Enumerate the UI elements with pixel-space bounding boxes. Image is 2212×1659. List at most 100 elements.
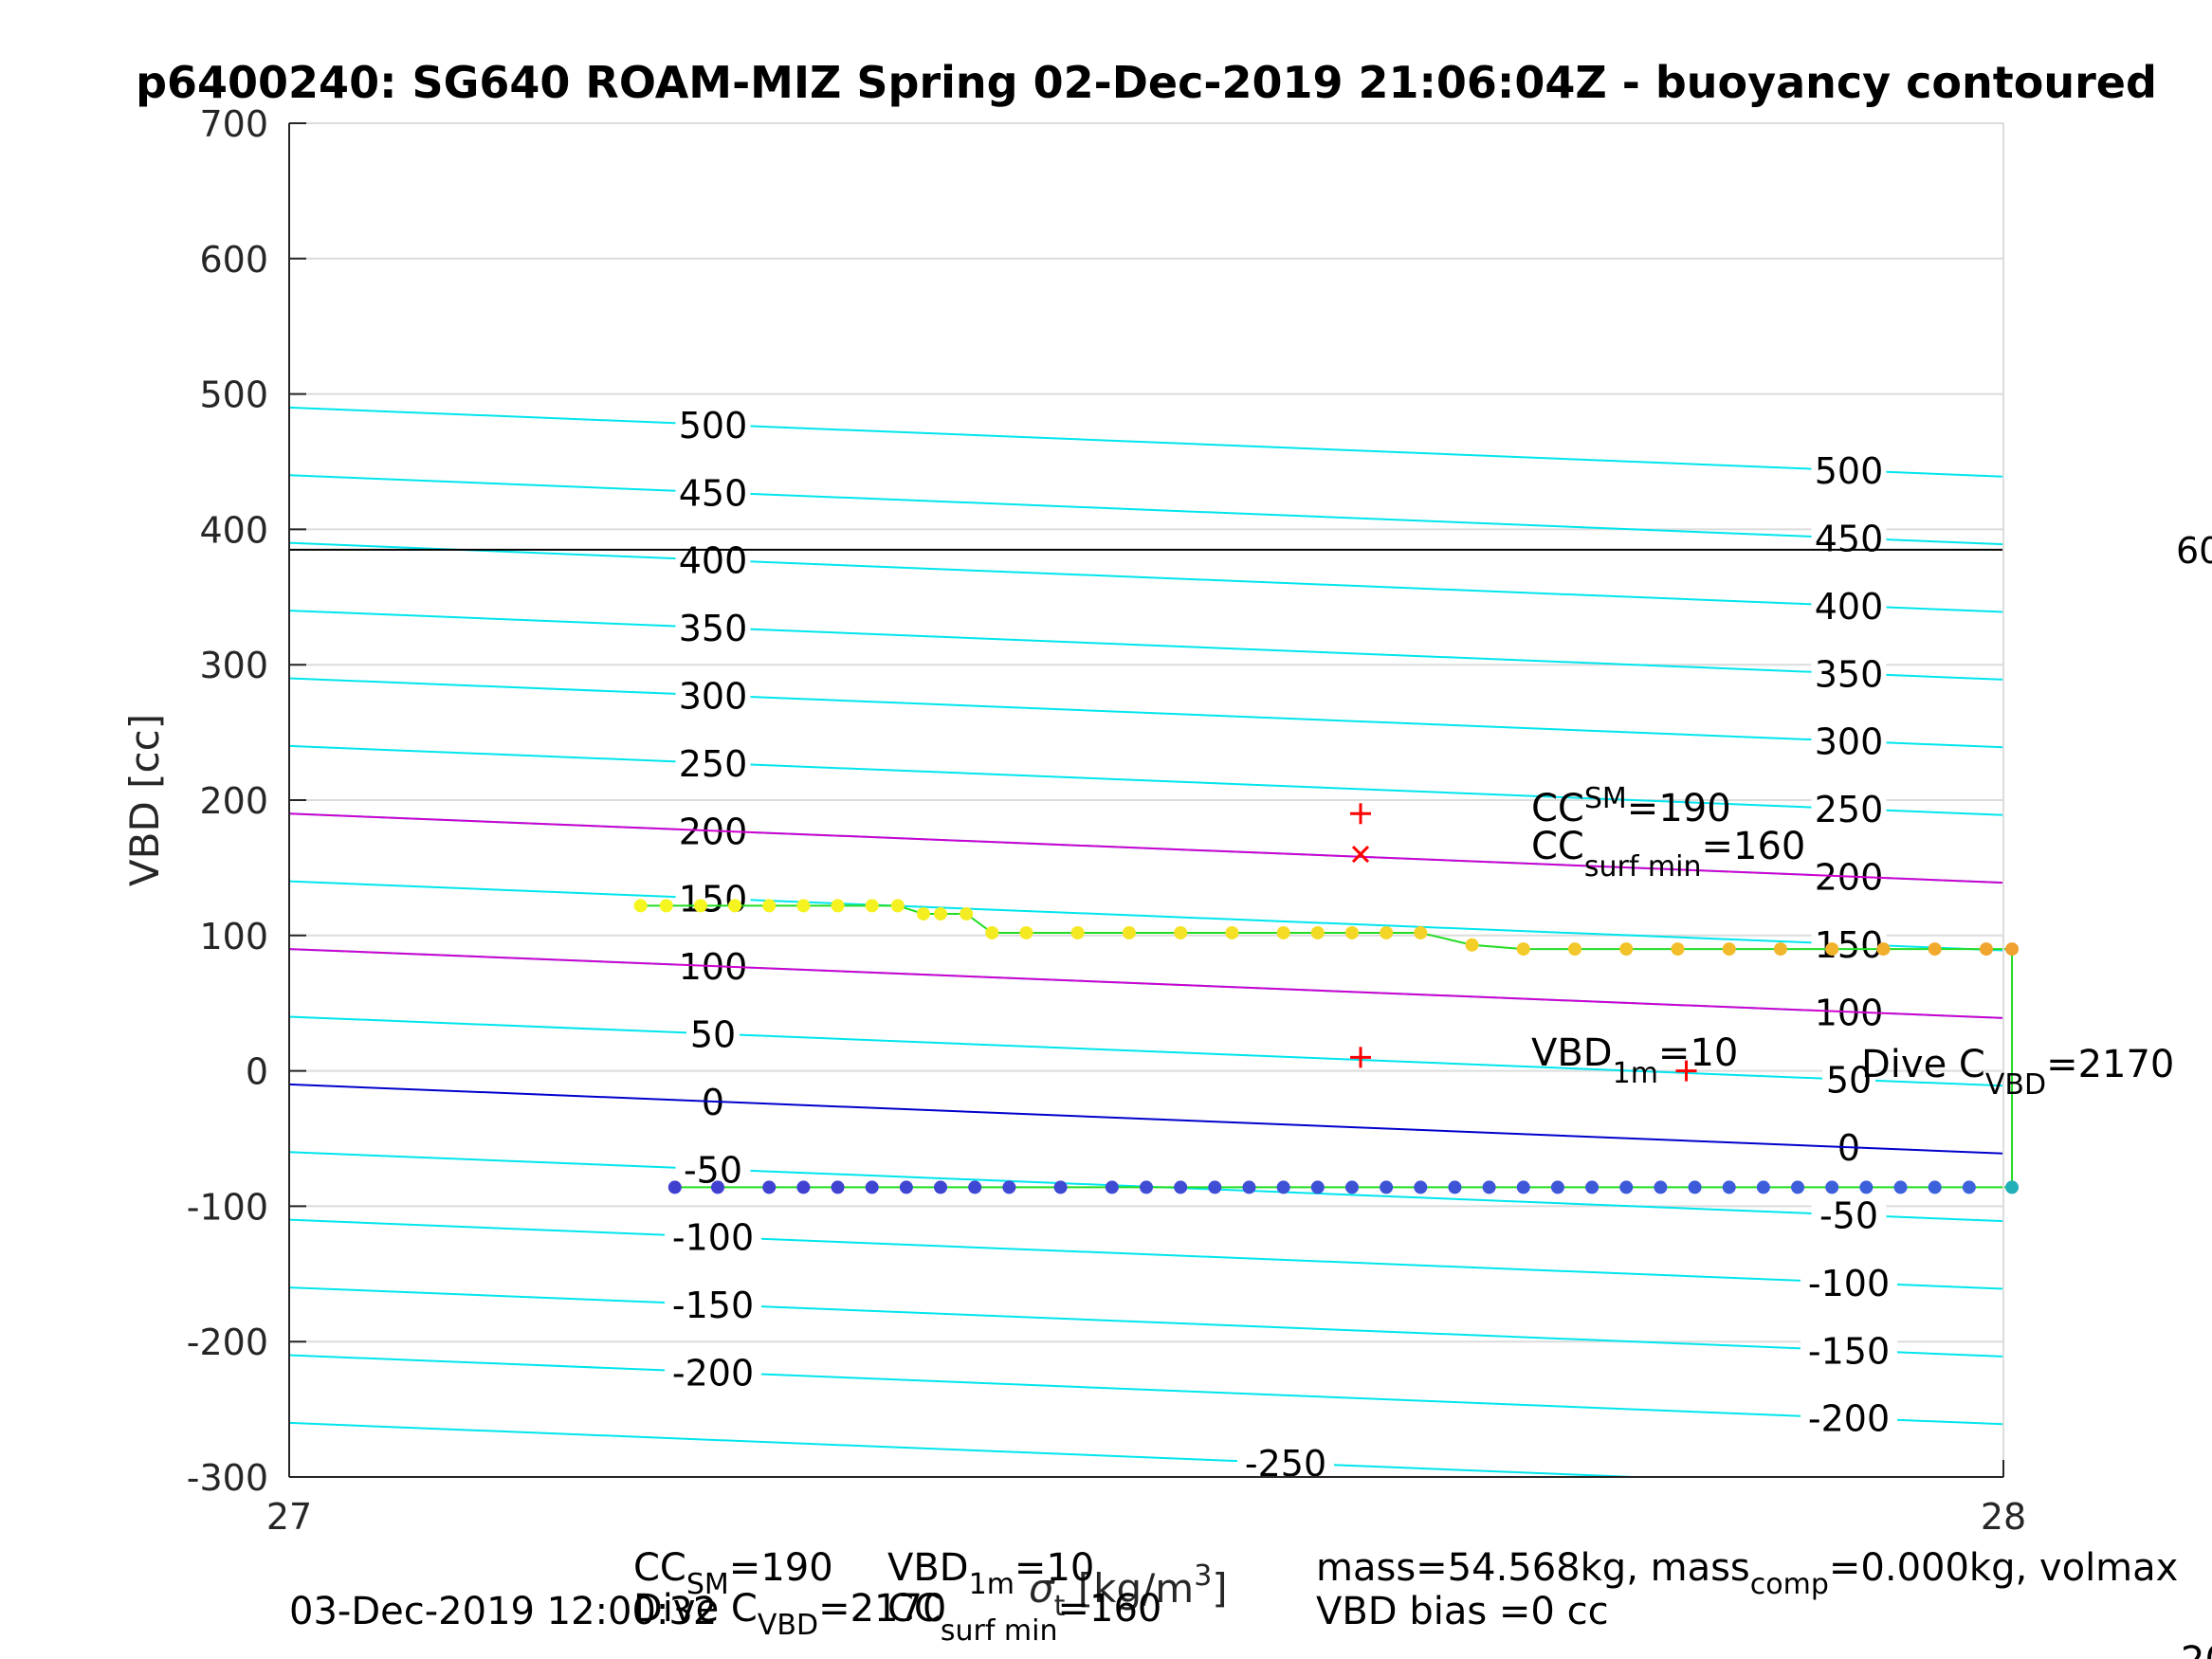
contour-label-bg (1811, 1194, 1887, 1236)
contour-line (289, 744, 2003, 816)
dive-point (659, 899, 673, 913)
dive-point (1344, 925, 1359, 939)
grid-lines (289, 122, 2003, 1478)
x-tick-labels: 27 28 (266, 1460, 2026, 1538)
plus-marker (1350, 803, 1371, 825)
dive-point (1414, 925, 1428, 939)
contour-label: 500 (679, 405, 748, 447)
y-tick-label: -100 (187, 1186, 268, 1228)
contour-label: 300 (1815, 721, 1884, 763)
contour-line (289, 1015, 2003, 1087)
climb-point (1414, 1180, 1428, 1194)
dive-series (633, 899, 2020, 957)
target-band-lines (289, 812, 2003, 1155)
climb-point (899, 1180, 913, 1194)
contour-line (289, 1354, 2003, 1426)
climb-point (796, 1180, 811, 1194)
contour-label-bg (1811, 652, 1887, 695)
climb-point (1722, 1180, 1736, 1194)
climb-point (1962, 1180, 1976, 1194)
dive-point (1876, 942, 1891, 957)
contour-label: -100 (1808, 1263, 1890, 1304)
contour-line (289, 406, 2003, 478)
contour-label: -100 (672, 1217, 754, 1259)
contour-line (289, 880, 2003, 952)
footer-mass: mass=54.568kg, masscomp=0.000kg, volmax (1316, 1546, 2178, 1601)
climb-point (1654, 1180, 1668, 1194)
climb-point (1859, 1180, 1874, 1194)
dive-point (693, 899, 707, 913)
dive-point (934, 906, 948, 921)
y-tick-label: -300 (187, 1457, 268, 1499)
contour-label-bg (675, 877, 751, 920)
climb-point (1276, 1180, 1290, 1194)
contour-label: 350 (679, 608, 748, 649)
y-axis-label: VBD [cc] (121, 714, 168, 886)
climb-point (762, 1180, 777, 1194)
climb-point (1893, 1180, 1908, 1194)
cross-marker (1351, 846, 1370, 864)
climb-point (1002, 1180, 1016, 1194)
y-tick-label: -200 (187, 1322, 268, 1363)
contour-line (289, 1218, 2003, 1290)
dive-point (916, 906, 930, 921)
y-tick-label: 100 (199, 916, 268, 957)
y-tick-label: 700 (199, 103, 268, 145)
dive-point (890, 899, 905, 913)
contour-label-bg (1811, 788, 1887, 830)
marker-stroke (1351, 846, 1370, 864)
zero-buoyancy-line (289, 1083, 2003, 1155)
climb-point (1516, 1180, 1530, 1194)
contour-line (289, 1421, 1657, 1477)
dive-point (2005, 942, 2020, 957)
climb-point (1174, 1180, 1188, 1194)
footer-date: 03-Dec-2019 12:00:32 (289, 1590, 717, 1633)
contour-label: 50 (1826, 1060, 1872, 1102)
dive-point (1019, 925, 1033, 939)
footer-vbd-bias: VBD bias =0 cc (1316, 1590, 1609, 1633)
contour-label-bg (1801, 1261, 1897, 1304)
contour-label: 150 (679, 879, 748, 921)
contour-label: 350 (1815, 653, 1884, 695)
climb-point (1242, 1180, 1256, 1194)
dive-point (1174, 925, 1188, 939)
dive-point (1516, 942, 1530, 957)
y-tick-label: 300 (199, 645, 268, 686)
contour-line (289, 677, 2003, 749)
annotation-dive-c-vbd: Dive CVBD=2170 (1861, 1043, 2174, 1102)
contour-label: -150 (672, 1285, 754, 1326)
contour-label-bg (675, 741, 751, 784)
climb-point (1619, 1180, 1634, 1194)
dive-point (831, 899, 845, 913)
climb-point (667, 1180, 682, 1194)
climb-series (667, 1180, 2020, 1194)
contour-label-bg (675, 471, 751, 514)
dive-point (865, 899, 879, 913)
contour-label-bg (686, 1012, 740, 1055)
x-axis-label: σt [kg/m3] (1029, 1559, 1228, 1623)
dive-point (1979, 942, 1993, 957)
climb-point (1344, 1180, 1359, 1194)
dive-point (1722, 942, 1736, 957)
contour-label: -200 (1808, 1398, 1890, 1440)
contour-label-bg (1811, 517, 1887, 559)
climb-point (1688, 1180, 1702, 1194)
climb-point (865, 1180, 879, 1194)
contour-label-bg (1811, 922, 1887, 965)
footer-corner-fragment: 20 (2181, 1639, 2212, 1659)
contour-label: -200 (672, 1352, 754, 1394)
dive-point (1310, 925, 1325, 939)
dive-point (633, 899, 648, 913)
annotation-vbd-1m: VBD1m=10 (1531, 1031, 1738, 1090)
contour-label-bg (675, 674, 751, 717)
dive-point (1122, 925, 1136, 939)
climb-point (1791, 1180, 1805, 1194)
contour-label: -250 (1245, 1443, 1326, 1485)
climb-point (1482, 1180, 1496, 1194)
footer-cc-surf-min: CCsurf min=160 (887, 1587, 1161, 1648)
target-band-line (289, 812, 2003, 884)
contour-label-bg (1811, 584, 1887, 627)
contour-line (289, 474, 2003, 546)
climb-point (1550, 1180, 1564, 1194)
